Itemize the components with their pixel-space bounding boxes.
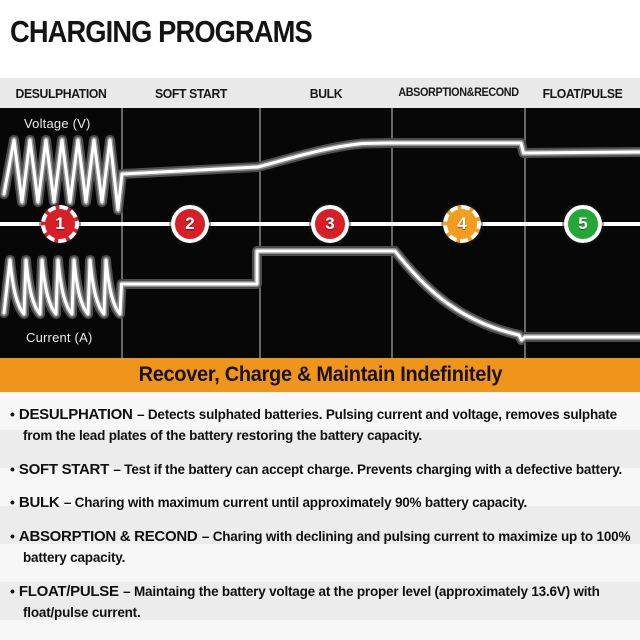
step-circle-2: 2 [171, 205, 209, 243]
bullet-marker: • [10, 460, 15, 477]
stage-header-bulk: BULK [309, 85, 343, 101]
step-circle-1: 1 [41, 205, 79, 243]
voltage-curve [4, 140, 640, 210]
stage-descriptions-area: • DESULPHATION – Detects sulphated batter… [0, 392, 640, 640]
desc-text: – Charing with maximum current until app… [63, 495, 528, 511]
title-band: CHARGING PROGRAMS [0, 0, 640, 78]
stage-header-float-pulse: FLOAT/PULSE [542, 85, 623, 101]
step-circle-3: 3 [311, 205, 349, 243]
stage-header-soft-start: SOFT START [154, 85, 228, 101]
charging-curves-chart: Voltage (V) Current (A) 1 2 3 4 5 [0, 108, 640, 358]
stage-header-absorption-recond: ABSORPTION&RECOND [398, 87, 519, 99]
stage-header-desulphation: DESULPHATION [15, 85, 107, 101]
desc-term: SOFT START [18, 460, 109, 478]
step-number-5: 5 [578, 214, 588, 233]
step-circle-4: 4 [443, 205, 481, 243]
step-circle-5: 5 [564, 205, 602, 243]
stage-descriptions-list: • DESULPHATION – Detects sulphated batter… [0, 392, 640, 623]
list-item-desulphation: • DESULPHATION – Detects sulphated batter… [10, 405, 632, 447]
step-number-2: 2 [185, 214, 195, 233]
summary-banner: Recover, Charge & Maintain Indefinitely [0, 358, 640, 392]
list-item-float-pulse: • FLOAT/PULSE – Maintaing the battery vol… [10, 582, 632, 624]
bullet-marker: • [10, 582, 15, 599]
current-axis-label: Current (A) [26, 330, 93, 345]
desc-text: – Test if the battery can accept charge.… [113, 461, 623, 477]
step-number-3: 3 [325, 214, 335, 233]
voltage-axis-label: Voltage (V) [24, 116, 91, 131]
desc-text: – Maintaing the battery voltage at the p… [23, 583, 600, 620]
step-number-4: 4 [457, 214, 467, 233]
stage-header-bar: DESULPHATION SOFT START BULK ABSORPTION&… [0, 78, 640, 108]
list-item-soft-start: • SOFT START – Test if the battery can ac… [10, 460, 632, 481]
list-item-absorption-recond: • ABSORPTION & RECOND – Charing with decl… [10, 527, 632, 569]
step-number-1: 1 [55, 214, 65, 233]
list-item-bulk: • BULK – Charing with maximum current unt… [10, 493, 632, 514]
desc-text: – Detects sulphated batteries. Pulsing c… [23, 407, 617, 443]
desc-term: DESULPHATION [18, 406, 133, 423]
bullet-marker: • [10, 406, 15, 422]
current-curve [4, 251, 640, 340]
page-title: CHARGING PROGRAMS [10, 14, 313, 49]
bullet-marker: • [10, 528, 15, 545]
desc-text: – Charing with declining and pulsing cur… [23, 529, 631, 565]
desc-term: ABSORPTION & RECOND [18, 528, 198, 546]
desc-term: BULK [18, 494, 60, 512]
bullet-marker: • [10, 494, 15, 511]
summary-banner-text: Recover, Charge & Maintain Indefinitely [138, 363, 502, 386]
desc-term: FLOAT/PULSE [18, 582, 119, 600]
